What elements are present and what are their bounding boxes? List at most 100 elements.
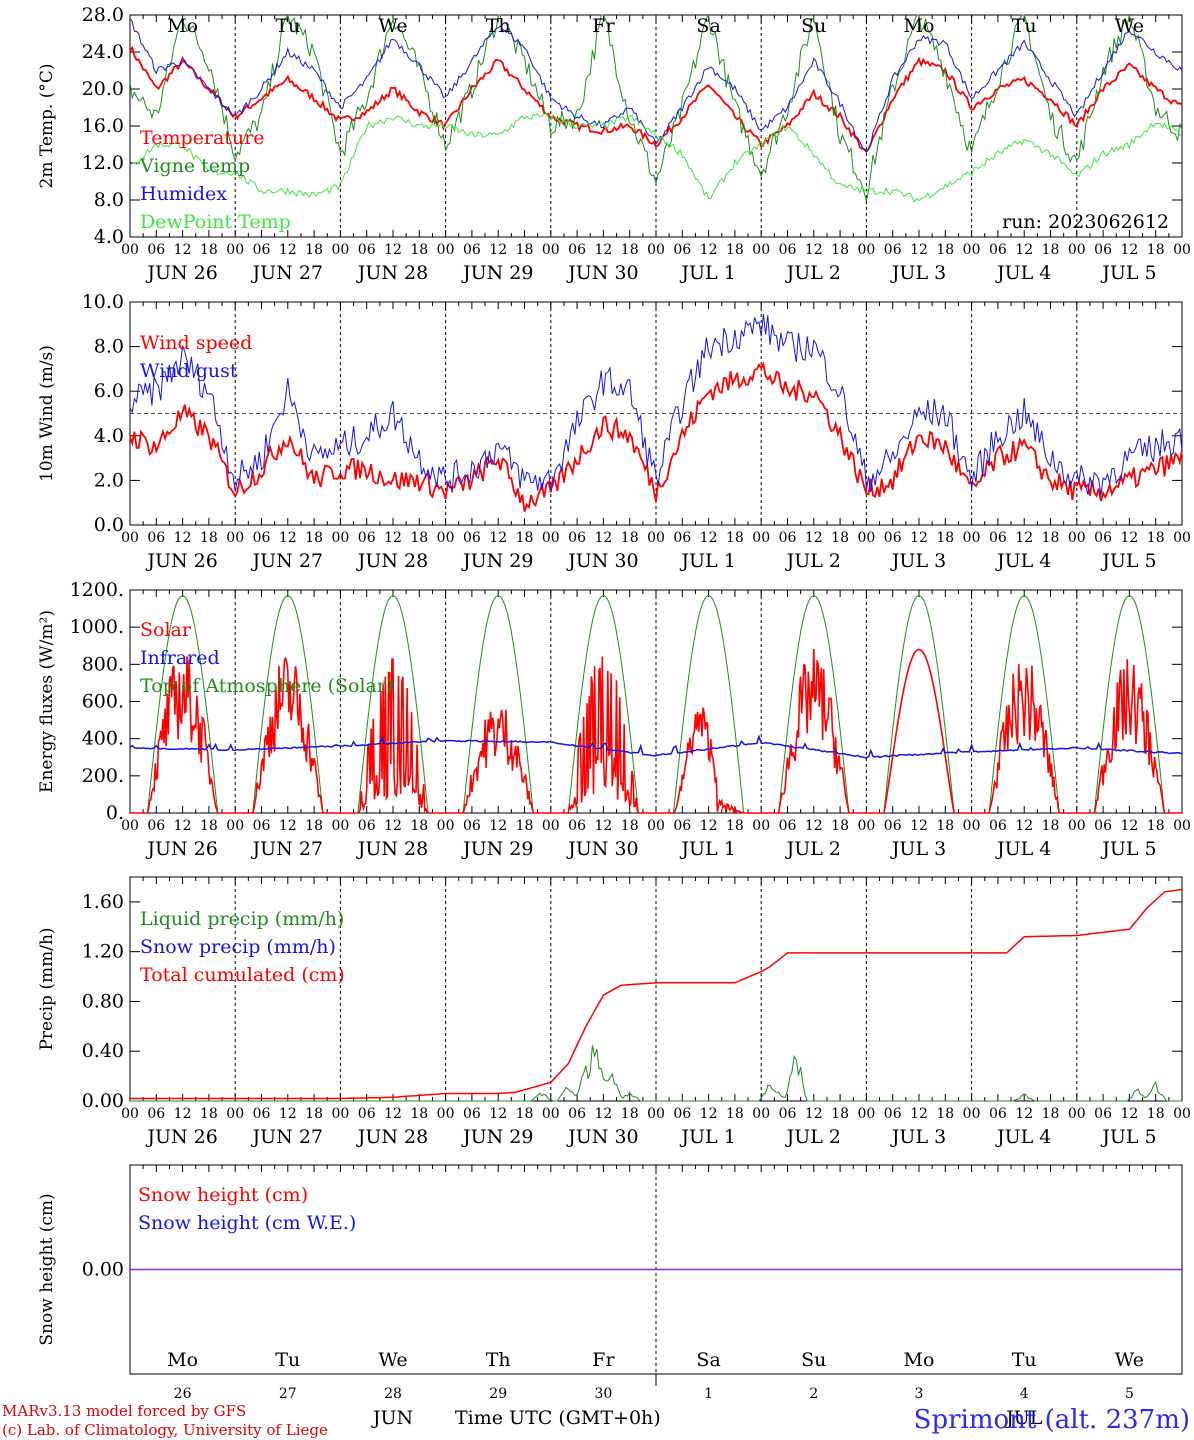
y-tick-label: 8.0 bbox=[94, 189, 124, 211]
weekday-label-top: Su bbox=[801, 15, 826, 37]
hour-label: 18 bbox=[1147, 242, 1165, 258]
hour-label: 06 bbox=[1094, 242, 1112, 258]
day-number: 2 bbox=[809, 1386, 818, 1402]
y-tick-label: 800. bbox=[82, 653, 124, 675]
day-label: JUN 29 bbox=[461, 550, 533, 572]
day-number: 3 bbox=[915, 1386, 924, 1402]
hour-label-end: 00 bbox=[1173, 1106, 1191, 1122]
y-tick-label: 0.40 bbox=[82, 1040, 124, 1062]
hour-label: 00 bbox=[437, 818, 455, 834]
weekday-label-top: Mo bbox=[904, 15, 935, 37]
day-label: JUL 1 bbox=[679, 550, 735, 572]
hour-label: 00 bbox=[647, 242, 665, 258]
y-tick-label: 12.0 bbox=[82, 152, 124, 174]
hour-label: 18 bbox=[410, 818, 428, 834]
hour-label: 12 bbox=[594, 242, 612, 258]
hour-label: 18 bbox=[516, 530, 534, 546]
y-tick-label: 1200. bbox=[70, 579, 124, 601]
y-tick-label: 400. bbox=[82, 728, 124, 750]
hour-label: 06 bbox=[253, 530, 271, 546]
y-tick-label: 6.0 bbox=[94, 380, 124, 402]
hour-label: 06 bbox=[1094, 530, 1112, 546]
day-label: JUL 4 bbox=[995, 838, 1051, 860]
series-wind-gust bbox=[129, 313, 1183, 496]
day-label: JUN 30 bbox=[566, 262, 638, 284]
weekday-label: Mo bbox=[904, 1349, 935, 1371]
hour-label: 06 bbox=[568, 1106, 586, 1122]
panel-energy bbox=[129, 589, 1183, 815]
y-tick-label: 20.0 bbox=[82, 78, 124, 100]
hour-label: 06 bbox=[989, 818, 1007, 834]
hour-label: 00 bbox=[1068, 242, 1086, 258]
panel-precip bbox=[129, 876, 1183, 1102]
hour-label: 06 bbox=[884, 242, 902, 258]
hour-label: 12 bbox=[700, 242, 718, 258]
hour-label: 18 bbox=[831, 530, 849, 546]
hour-label: 12 bbox=[489, 818, 507, 834]
hour-label: 18 bbox=[726, 818, 744, 834]
hour-label: 18 bbox=[200, 530, 218, 546]
hour-label: 00 bbox=[226, 242, 244, 258]
hour-label: 00 bbox=[963, 530, 981, 546]
hour-label: 12 bbox=[1120, 530, 1138, 546]
hour-label: 18 bbox=[621, 1106, 639, 1122]
hour-label: 00 bbox=[331, 818, 349, 834]
hour-label: 00 bbox=[331, 1106, 349, 1122]
hour-label: 06 bbox=[884, 818, 902, 834]
hour-label: 06 bbox=[358, 1106, 376, 1122]
hour-label: 06 bbox=[147, 530, 165, 546]
footer-model: MARv3.13 model forced by GFS bbox=[2, 1402, 246, 1420]
panel-snow bbox=[129, 1164, 1183, 1386]
day-label: JUL 4 bbox=[995, 262, 1051, 284]
hour-label: 18 bbox=[1042, 530, 1060, 546]
hour-label: 00 bbox=[226, 818, 244, 834]
hour-label: 06 bbox=[673, 242, 691, 258]
weekday-label: Th bbox=[486, 1349, 511, 1371]
hour-label: 12 bbox=[279, 818, 297, 834]
hour-label: 12 bbox=[700, 818, 718, 834]
hour-label: 12 bbox=[174, 1106, 192, 1122]
hour-label: 18 bbox=[410, 1106, 428, 1122]
hour-label-end: 00 bbox=[1173, 242, 1191, 258]
frame-energy bbox=[129, 589, 1183, 814]
day-label: JUN 26 bbox=[145, 550, 217, 572]
hour-label: 18 bbox=[1042, 242, 1060, 258]
day-label: JUN 26 bbox=[145, 1126, 217, 1148]
hour-label: 00 bbox=[752, 1106, 770, 1122]
hour-label: 06 bbox=[463, 1106, 481, 1122]
series-total-cumulated bbox=[130, 888, 1183, 1100]
panel-temp bbox=[129, 13, 1183, 238]
hour-label: 12 bbox=[594, 1106, 612, 1122]
hour-label: 12 bbox=[805, 818, 823, 834]
hour-label: 12 bbox=[910, 818, 928, 834]
hour-label: 06 bbox=[147, 1106, 165, 1122]
hour-label: 12 bbox=[910, 530, 928, 546]
day-label: JUN 29 bbox=[461, 838, 533, 860]
legend-humidex: Humidex bbox=[140, 183, 227, 205]
hour-label: 06 bbox=[253, 818, 271, 834]
legend-vigne-temp: Vigne temp bbox=[139, 155, 250, 177]
series-solar bbox=[130, 648, 1182, 815]
weekday-label-top: Mo bbox=[167, 15, 198, 37]
hour-label: 12 bbox=[489, 530, 507, 546]
hour-label: 00 bbox=[226, 1106, 244, 1122]
weekday-label-top: Tu bbox=[275, 15, 300, 37]
y-tick-label: 1.20 bbox=[82, 941, 124, 963]
hour-label: 12 bbox=[384, 530, 402, 546]
y-tick-label: 4.0 bbox=[94, 425, 124, 447]
day-label: JUL 5 bbox=[1100, 838, 1156, 860]
month-label-jul: JUL bbox=[1004, 1407, 1043, 1429]
day-label: JUN 29 bbox=[461, 1126, 533, 1148]
hour-label: 18 bbox=[1147, 818, 1165, 834]
y-tick-label: 10.0 bbox=[82, 291, 124, 313]
hour-label: 06 bbox=[147, 818, 165, 834]
y-tick-label: 0.0 bbox=[94, 514, 124, 536]
weekday-label-top: We bbox=[1115, 15, 1144, 37]
y-tick-label: 0. bbox=[106, 802, 124, 824]
hour-label: 06 bbox=[253, 242, 271, 258]
hour-label: 06 bbox=[884, 1106, 902, 1122]
legend-wind-gust: Wind gust bbox=[140, 360, 238, 382]
hour-label: 12 bbox=[1015, 242, 1033, 258]
legend-snow-precip-mm-h-: Snow precip (mm/h) bbox=[140, 936, 336, 958]
legend-top-of-atmosphere-solar-: Top of Atmosphere (Solar) bbox=[140, 675, 393, 697]
